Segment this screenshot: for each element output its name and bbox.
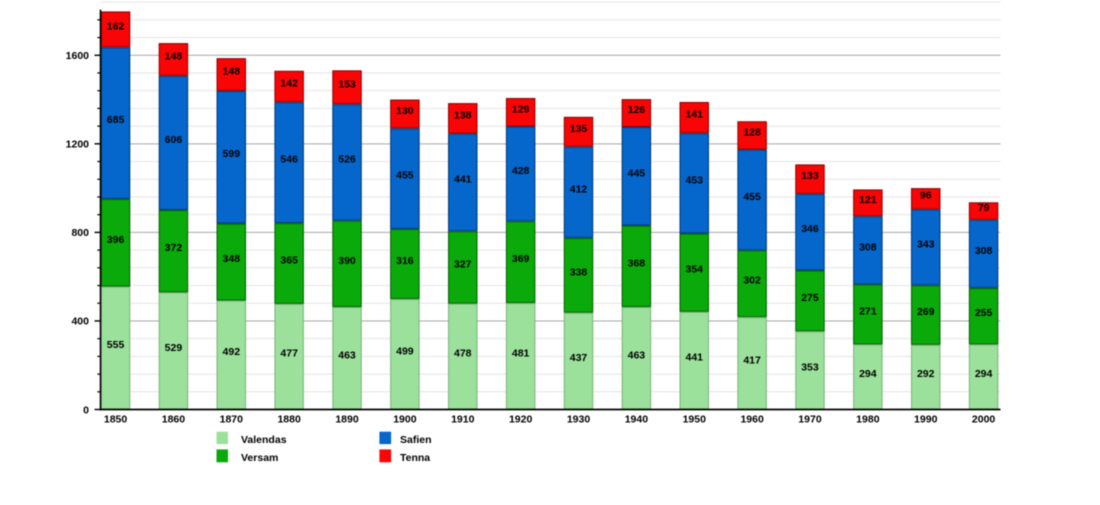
svg-text:492: 492 (223, 346, 241, 358)
svg-text:800: 800 (71, 227, 89, 239)
svg-text:1200: 1200 (66, 139, 90, 151)
svg-text:148: 148 (223, 66, 241, 78)
svg-text:2000: 2000 (972, 414, 996, 426)
svg-text:142: 142 (280, 77, 298, 89)
svg-text:1850: 1850 (104, 414, 128, 426)
svg-text:445: 445 (628, 167, 646, 179)
svg-text:294: 294 (975, 368, 993, 380)
svg-text:599: 599 (223, 148, 241, 160)
svg-text:0: 0 (83, 404, 89, 416)
svg-text:338: 338 (570, 266, 588, 278)
svg-text:308: 308 (859, 241, 877, 253)
svg-text:477: 477 (280, 348, 298, 360)
svg-text:417: 417 (743, 354, 761, 366)
svg-text:Safien: Safien (400, 434, 432, 446)
svg-text:133: 133 (801, 170, 819, 182)
svg-text:412: 412 (570, 183, 588, 195)
svg-text:1930: 1930 (567, 414, 591, 426)
svg-text:1980: 1980 (856, 414, 880, 426)
svg-text:327: 327 (454, 258, 472, 270)
svg-text:1970: 1970 (798, 414, 822, 426)
svg-text:129: 129 (512, 103, 530, 115)
svg-text:79: 79 (978, 202, 990, 214)
svg-text:481: 481 (512, 347, 530, 359)
svg-text:121: 121 (859, 194, 877, 206)
svg-text:275: 275 (801, 292, 819, 304)
svg-text:128: 128 (743, 126, 761, 138)
svg-text:1890: 1890 (335, 414, 359, 426)
svg-text:368: 368 (628, 257, 646, 269)
svg-text:1920: 1920 (509, 414, 533, 426)
svg-text:354: 354 (685, 264, 703, 276)
svg-text:130: 130 (396, 105, 414, 117)
svg-text:162: 162 (107, 20, 125, 32)
svg-text:255: 255 (975, 307, 993, 319)
svg-text:292: 292 (917, 368, 935, 380)
svg-text:1860: 1860 (162, 414, 186, 426)
svg-text:1950: 1950 (683, 414, 707, 426)
svg-text:308: 308 (975, 245, 993, 257)
svg-text:428: 428 (512, 165, 530, 177)
svg-text:148: 148 (165, 50, 183, 62)
svg-text:437: 437 (570, 352, 588, 364)
svg-text:1880: 1880 (277, 414, 301, 426)
svg-text:153: 153 (338, 78, 356, 90)
svg-text:1990: 1990 (914, 414, 938, 426)
svg-text:499: 499 (396, 345, 414, 357)
svg-text:269: 269 (917, 306, 935, 318)
svg-text:346: 346 (801, 223, 819, 235)
svg-text:Valendas: Valendas (241, 434, 287, 446)
svg-text:1900: 1900 (393, 414, 417, 426)
svg-text:271: 271 (859, 305, 877, 317)
svg-text:546: 546 (280, 154, 298, 166)
svg-text:685: 685 (107, 114, 125, 126)
svg-text:463: 463 (338, 349, 356, 361)
svg-text:Tenna: Tenna (400, 452, 430, 464)
svg-text:1910: 1910 (451, 414, 475, 426)
svg-text:1600: 1600 (66, 50, 90, 62)
svg-text:390: 390 (338, 255, 356, 267)
svg-text:302: 302 (743, 275, 761, 287)
svg-text:396: 396 (107, 234, 125, 246)
svg-text:343: 343 (917, 238, 935, 250)
svg-text:400: 400 (71, 316, 89, 328)
svg-text:Versam: Versam (241, 452, 278, 464)
svg-text:316: 316 (396, 255, 414, 267)
svg-text:372: 372 (165, 242, 183, 254)
svg-text:453: 453 (685, 174, 703, 186)
svg-text:555: 555 (107, 339, 125, 351)
svg-text:526: 526 (338, 153, 356, 165)
svg-text:606: 606 (165, 134, 183, 146)
svg-text:96: 96 (920, 190, 932, 202)
svg-text:294: 294 (859, 368, 877, 380)
svg-text:441: 441 (454, 173, 472, 185)
svg-text:126: 126 (628, 104, 646, 116)
svg-text:1940: 1940 (625, 414, 649, 426)
svg-text:441: 441 (685, 352, 703, 364)
svg-text:1870: 1870 (220, 414, 244, 426)
svg-text:353: 353 (801, 361, 819, 373)
svg-text:138: 138 (454, 109, 472, 121)
svg-text:135: 135 (570, 123, 588, 135)
svg-text:478: 478 (454, 348, 472, 360)
svg-text:141: 141 (685, 109, 703, 121)
svg-text:369: 369 (512, 253, 530, 265)
svg-text:365: 365 (280, 254, 298, 266)
svg-text:348: 348 (223, 253, 241, 265)
svg-text:1960: 1960 (740, 414, 764, 426)
svg-text:529: 529 (165, 342, 183, 354)
svg-text:455: 455 (396, 170, 414, 182)
svg-text:455: 455 (743, 191, 761, 203)
svg-text:463: 463 (628, 349, 646, 361)
